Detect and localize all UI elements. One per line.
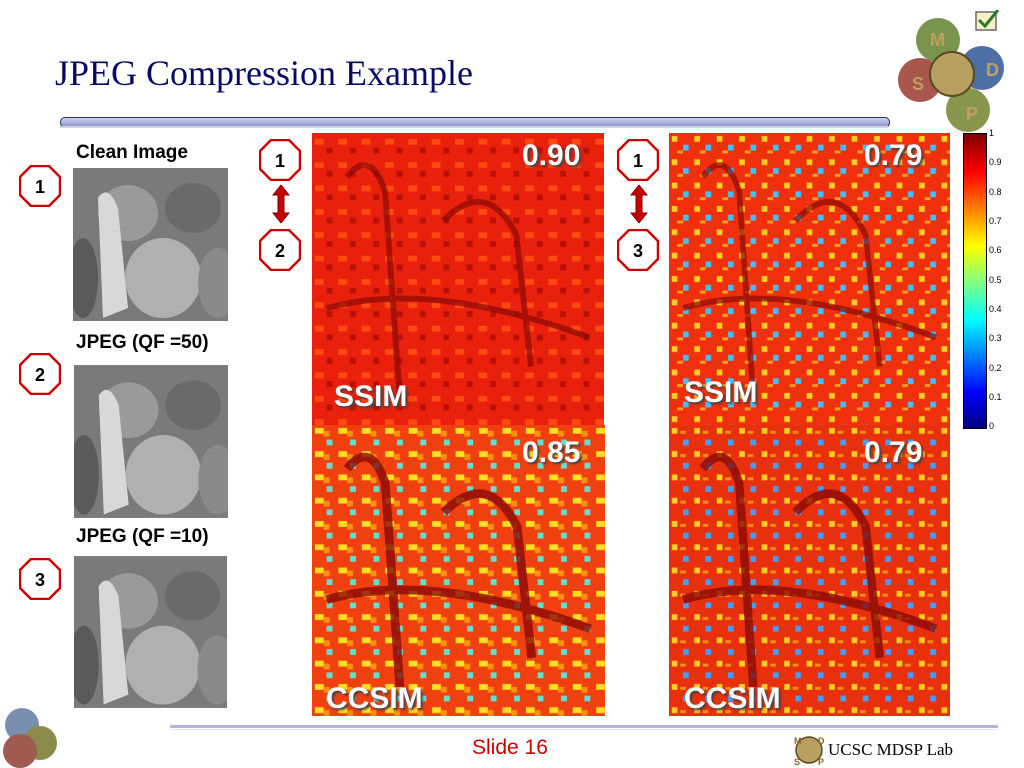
- metric-label-ssim-qf50: SSIM: [334, 380, 408, 413]
- badge-1-clean: 1: [19, 165, 61, 207]
- caption-clean-image: Clean Image: [76, 142, 188, 163]
- logo-letter-p: P: [966, 104, 978, 124]
- score-ccsim-qf10: 0.79: [864, 436, 923, 469]
- colorbar-tick: 0: [989, 421, 995, 431]
- badge-3-qf10: 3: [19, 558, 61, 600]
- small-logo-letter-s: S: [794, 757, 800, 767]
- score-ssim-qf10: 0.79: [864, 139, 923, 172]
- small-logo-letter-m: M: [794, 736, 802, 746]
- metric-label-ssim-qf10: SSIM: [684, 376, 758, 409]
- ssim-map-qf50: [312, 133, 604, 425]
- ccsim-map-qf50: [312, 425, 605, 716]
- colorbar-tick: 0.8: [989, 187, 1002, 197]
- logo-letter-d: D: [986, 60, 999, 80]
- caption-jpeg-qf50: JPEG (QF =50): [76, 332, 209, 353]
- logo-letter-s: S: [912, 74, 924, 94]
- small-logo-letter-d: D: [818, 736, 825, 746]
- svg-text:1: 1: [633, 151, 643, 171]
- svg-text:2: 2: [275, 241, 285, 261]
- colorbar-tick: 0.1: [989, 392, 1002, 402]
- slide-title: JPEG Compression Example: [55, 53, 473, 93]
- slide-number: Slide 16: [472, 736, 548, 759]
- colorbar-tick: 0.5: [989, 275, 1002, 285]
- double-arrow-icon: [272, 185, 290, 223]
- ccsim-map-qf10: [669, 425, 950, 716]
- double-arrow-icon: [630, 185, 648, 223]
- mdsp-logo: M D S P: [898, 10, 1004, 132]
- colorbar-tick: 1: [989, 128, 995, 138]
- ssim-map-qf10: [669, 133, 950, 425]
- metric-label-ccsim-qf50: CCSIM: [326, 682, 423, 715]
- svg-text:2: 2: [35, 365, 45, 385]
- thumbnail-clean-image: [73, 168, 228, 321]
- compare-a-to-badge: 2: [259, 229, 301, 271]
- mdsp-logo-small: M D S P: [794, 736, 825, 767]
- colorbar-tick: 0.2: [989, 363, 1002, 373]
- colorbar-tick: 0.9: [989, 157, 1002, 167]
- compare-b-from-badge: 1: [617, 139, 659, 181]
- caption-jpeg-qf10: JPEG (QF =10): [76, 526, 209, 547]
- colorbar: [963, 133, 987, 429]
- footer-line: [170, 725, 998, 728]
- colorbar-tick: 0.6: [989, 245, 1002, 255]
- badge-2-qf50: 2: [19, 353, 61, 395]
- colorbar-tick: 0.4: [989, 304, 1002, 314]
- logo-letter-m: M: [930, 30, 945, 50]
- title-underline-shadow: [60, 126, 888, 128]
- colorbar-tick: 0.3: [989, 333, 1002, 343]
- svg-text:3: 3: [35, 570, 45, 590]
- score-ccsim-qf50: 0.85: [522, 436, 581, 469]
- svg-text:1: 1: [275, 151, 285, 171]
- thumbnail-jpeg-qf10: [74, 556, 227, 708]
- decorative-spheres: [3, 708, 57, 768]
- small-logo-letter-p: P: [818, 757, 824, 767]
- thumbnail-jpeg-qf50: [74, 365, 228, 518]
- metric-label-ccsim-qf10: CCSIM: [684, 682, 781, 715]
- footer-line-shadow: [170, 729, 998, 730]
- compare-b-to-badge: 3: [617, 229, 659, 271]
- score-ssim-qf50: 0.90: [522, 139, 581, 172]
- lab-name: UCSC MDSP Lab: [828, 740, 954, 759]
- compare-a-from-badge: 1: [259, 139, 301, 181]
- colorbar-tick: 0.7: [989, 216, 1002, 226]
- svg-text:3: 3: [633, 241, 643, 261]
- svg-text:1: 1: [35, 177, 45, 197]
